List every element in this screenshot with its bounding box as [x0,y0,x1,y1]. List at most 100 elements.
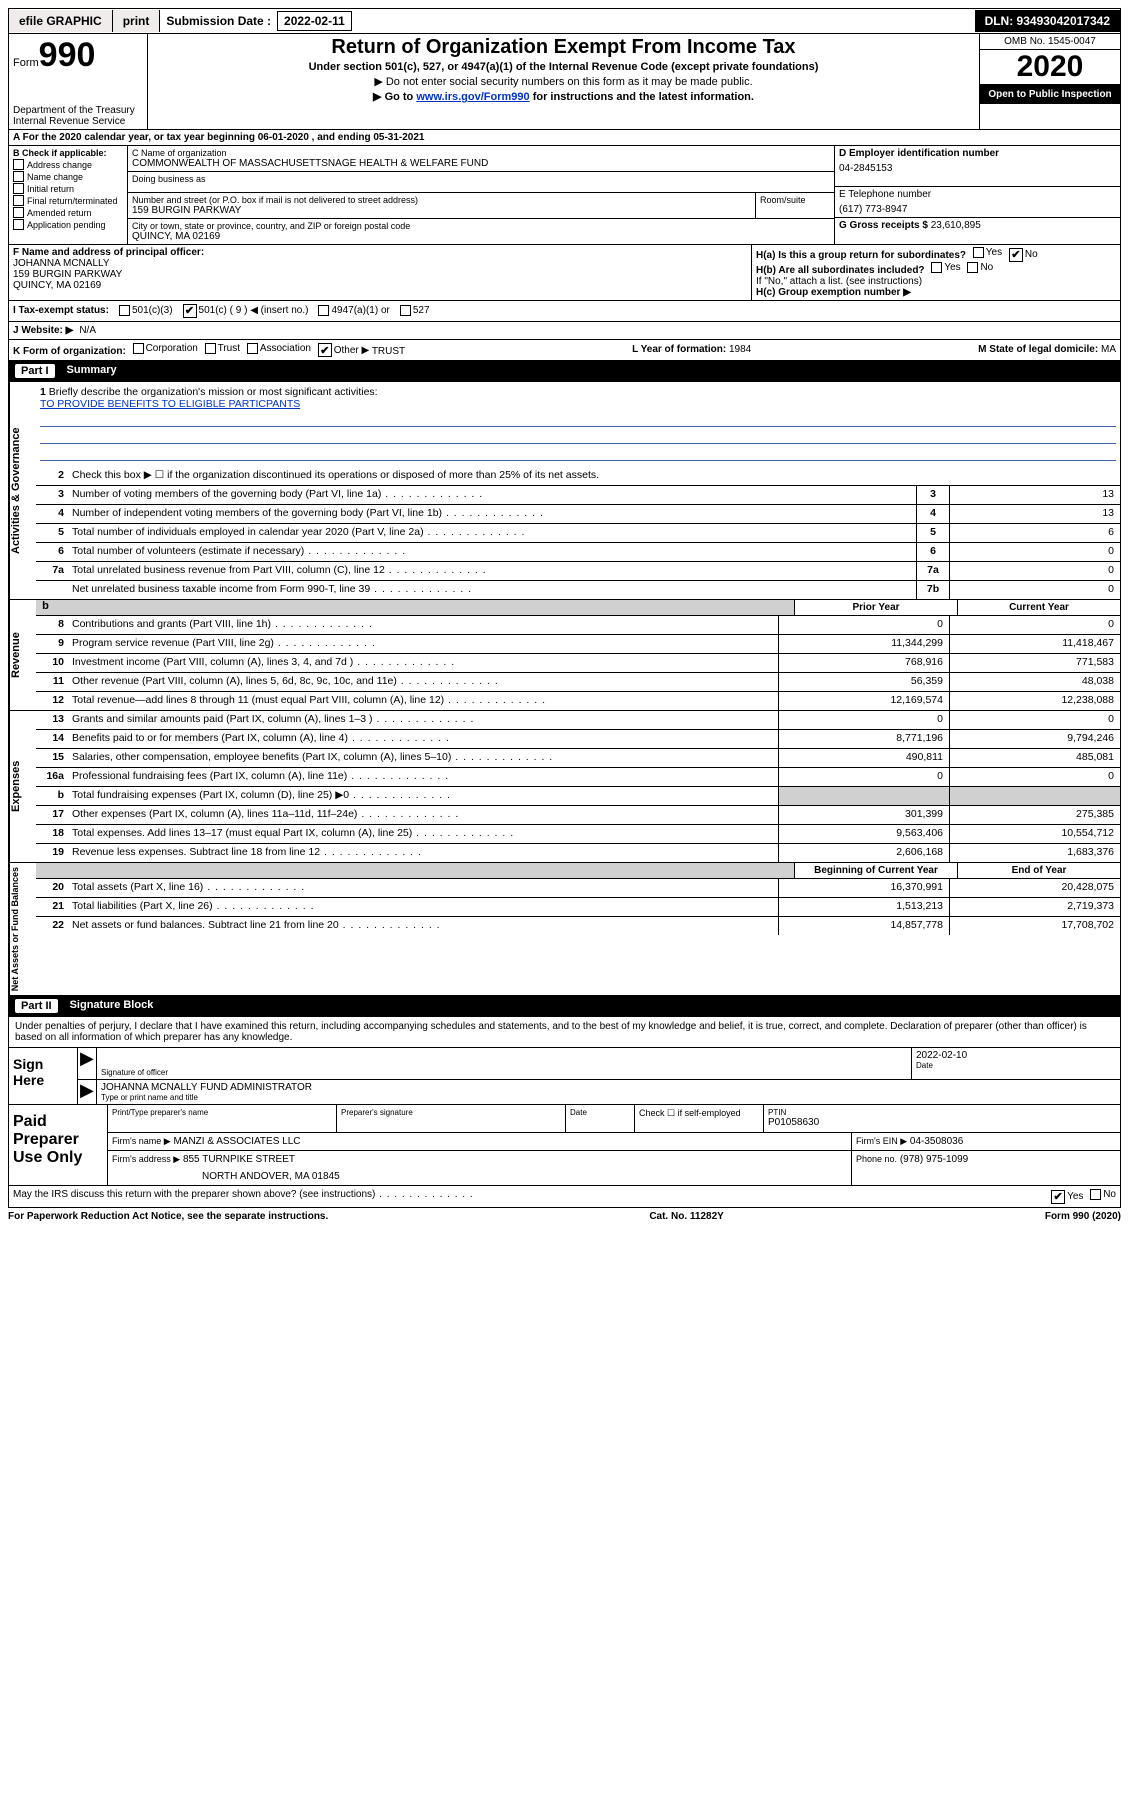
row-k-mid: L Year of formation: 1984 [632,344,751,355]
line-text: Other revenue (Part VIII, column (A), li… [68,673,778,691]
discuss-row: May the IRS discuss this return with the… [8,1186,1121,1208]
checkbox-icon [13,195,24,206]
summary-line: 10 Investment income (Part VIII, column … [36,654,1120,673]
line-num: 3 [36,486,68,504]
line-text: Total number of individuals employed in … [68,524,916,542]
line-text: Professional fundraising fees (Part IX, … [68,768,778,786]
chk-initial-return[interactable]: Initial return [13,183,123,194]
header-right: OMB No. 1545-0047 2020 Open to Public In… [979,34,1120,129]
current-value: 275,385 [949,806,1120,824]
ha-no[interactable]: ✔No [1009,248,1038,262]
chk-final-return[interactable]: Final return/terminated [13,195,123,206]
summary-line: 8 Contributions and grants (Part VIII, l… [36,616,1120,635]
opt-527[interactable]: 527 [400,305,430,316]
col-b: B Check if applicable: Address change Na… [9,146,128,244]
mission-line [40,446,1116,461]
line-text: Total fundraising expenses (Part IX, col… [68,787,778,805]
side-label-net: Net Assets or Fund Balances [9,863,36,995]
summary-line: 20 Total assets (Part X, line 16) 16,370… [36,879,1120,898]
open-public: Open to Public Inspection [980,85,1120,104]
summary-line: 17 Other expenses (Part IX, column (A), … [36,806,1120,825]
form-word: Form [13,57,39,69]
ha-yes[interactable]: Yes [973,247,1002,258]
current-value [949,787,1120,805]
gross-label: G Gross receipts $ [839,220,928,231]
current-value: 11,418,467 [949,635,1120,653]
sig-date-value: 2022-02-10 [916,1050,1116,1061]
phone-value: (617) 773-8947 [839,204,1116,215]
form-ref: Form 990 (2020) [1045,1211,1121,1222]
firm-ein-value: 04-3508036 [910,1136,963,1147]
form990-link[interactable]: www.irs.gov/Form990 [416,91,529,103]
opt-501c3[interactable]: 501(c)(3) [119,305,173,316]
rev-body: b Prior Year Current Year 8 Contribution… [36,600,1120,710]
prior-value: 56,359 [778,673,949,691]
ein-block: D Employer identification number 04-2845… [835,146,1120,187]
discuss-yes[interactable]: ✔Yes [1051,1190,1083,1204]
firm-phone: Phone no. (978) 975-1099 [852,1151,1120,1185]
firm-addr2: NORTH ANDOVER, MA 01845 [112,1171,847,1182]
expenses-section: Expenses 13 Grants and similar amounts p… [8,711,1121,863]
officer-addr1: 159 BURGIN PARKWAY [13,269,747,280]
opt-other[interactable]: ✔Other ▶ [318,343,369,357]
line-box: 3 [916,486,949,504]
summary-line: Net unrelated business taxable income fr… [36,581,1120,599]
sig-date: 2022-02-10 Date [912,1048,1120,1079]
prior-value: 16,370,991 [778,879,949,897]
hb-no[interactable]: No [967,262,993,273]
line-value: 0 [949,562,1120,580]
line-text: Benefits paid to or for members (Part IX… [68,730,778,748]
part1-title: Summary [67,364,117,378]
chk-address-change[interactable]: Address change [13,159,123,170]
no-label: No [1025,249,1038,260]
officer-addr2: QUINCY, MA 02169 [13,280,747,291]
prep-date: Date [566,1105,635,1132]
opt-label: Other ▶ [334,345,369,356]
section-fh: F Name and address of principal officer:… [8,245,1121,301]
print-button[interactable]: print [113,10,161,32]
line-num: 22 [36,917,68,935]
exp-body: 13 Grants and similar amounts paid (Part… [36,711,1120,862]
chk-label: Application pending [27,220,106,230]
opt-trust[interactable]: Trust [205,343,240,354]
chk-name-change[interactable]: Name change [13,171,123,182]
col-b-header: B Check if applicable: [13,148,123,158]
chk-application-pending[interactable]: Application pending [13,219,123,230]
dba-block: Doing business as [128,172,834,193]
line-text: Investment income (Part VIII, column (A)… [68,654,778,672]
line-num: 13 [36,711,68,729]
form-org-label: K Form of organization: [13,346,126,357]
state-domicile-label: M State of legal domicile: [978,344,1098,355]
checkbox-checked-icon: ✔ [318,343,332,357]
prior-value: 9,563,406 [778,825,949,843]
current-value: 485,081 [949,749,1120,767]
sig-label: Signature of officer [101,1068,907,1077]
officer-sig-line: ▶ Signature of officer 2022-02-10 Date [78,1048,1120,1080]
line-text: Total assets (Part X, line 16) [68,879,778,897]
part2-title: Signature Block [70,999,154,1013]
opt-501c[interactable]: ✔501(c) ( 9 ) ◀ (insert no.) [183,304,309,318]
line-num: 5 [36,524,68,542]
discuss-no[interactable]: No [1090,1189,1116,1200]
line-box: 5 [916,524,949,542]
ag-body: 1 Briefly describe the organization's mi… [36,382,1120,599]
row-k-left: K Form of organization: Corporation Trus… [13,343,405,358]
row-k: K Form of organization: Corporation Trus… [8,340,1121,362]
chk-amended[interactable]: Amended return [13,207,123,218]
opt-label: 501(c) ( 9 ) ◀ (insert no.) [199,305,309,316]
opt-corp[interactable]: Corporation [133,343,198,354]
hb-yes[interactable]: Yes [931,262,960,273]
opt-assoc[interactable]: Association [247,343,311,354]
ein-label: D Employer identification number [839,148,1116,159]
tax-exempt-label: I Tax-exempt status: [13,305,109,316]
checkbox-icon [13,171,24,182]
gross-value: 23,610,895 [931,220,981,231]
line-value: 13 [949,486,1120,504]
prep-ptin: PTIN P01058630 [764,1105,1120,1132]
paid-preparer-label: Paid Preparer Use Only [9,1105,108,1185]
line-num: 6 [36,543,68,561]
sign-here-row: Sign Here ▶ Signature of officer 2022-02… [9,1047,1120,1104]
opt-4947[interactable]: 4947(a)(1) or [318,305,389,316]
prep-name: Print/Type preparer's name [108,1105,337,1132]
current-value: 9,794,246 [949,730,1120,748]
